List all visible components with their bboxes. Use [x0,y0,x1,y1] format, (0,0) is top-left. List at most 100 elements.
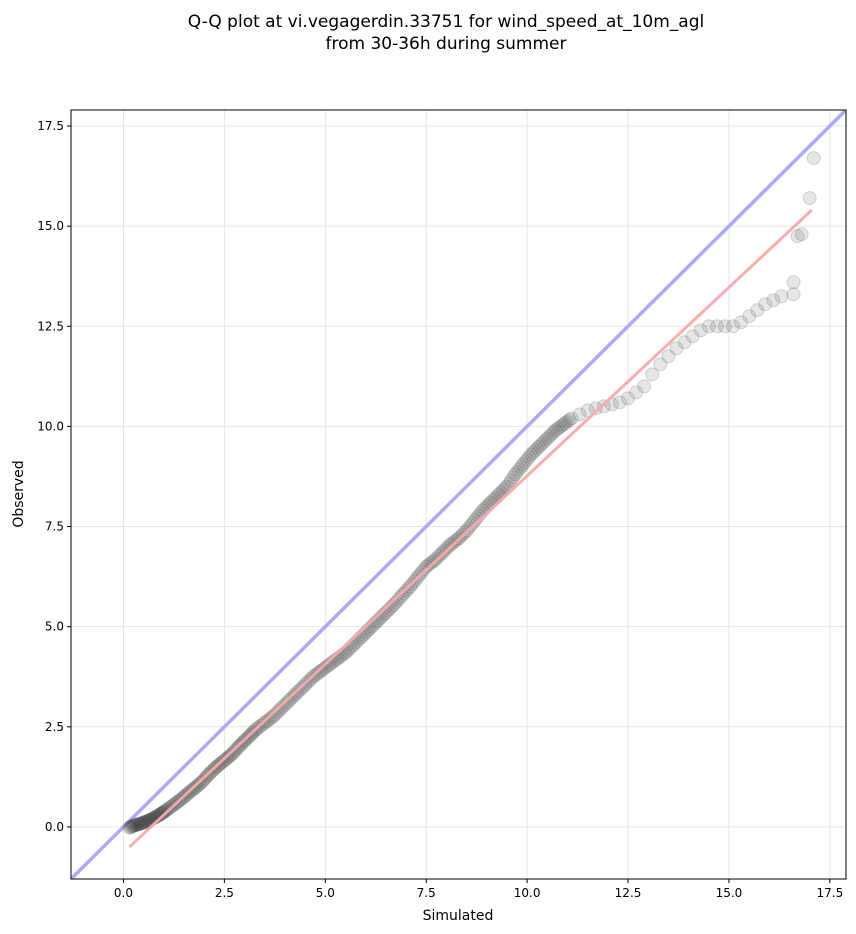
y-tick-label: 0.0 [45,820,64,834]
data-point [461,521,476,536]
x-tick-label: 2.5 [215,886,234,900]
data-point [435,545,450,560]
x-tick-label: 10.0 [514,886,541,900]
x-tick-label: 15.0 [716,886,743,900]
data-point [709,319,724,334]
identity-line [71,110,846,879]
grid [71,110,846,879]
data-point [518,454,533,469]
data-point [742,309,757,324]
data-point [580,403,595,418]
data-point [397,586,412,601]
data-point [806,151,821,166]
data-point [419,559,434,574]
data-point [786,275,801,290]
x-axis-ticks: 0.0 2.5 5.0 7.5 10.0 12.5 15.0 17.5 [114,879,843,900]
data-point [505,470,520,485]
chart-title: Q-Q plot at vi.vegagerdin.33751 for wind… [188,12,704,32]
data-point [465,516,480,531]
data-point [677,335,692,350]
data-point [123,820,138,835]
data-point [421,558,436,573]
data-point [130,817,145,832]
data-point [136,815,151,830]
data-point [552,420,567,435]
data-point [544,427,559,442]
data-point [158,803,173,818]
data-point [318,660,333,675]
data-point [219,751,234,766]
data-point [445,536,460,551]
data-point [129,817,144,832]
data-point [195,774,210,789]
data-point [572,407,587,422]
data-point [786,287,801,302]
y-tick-label: 12.5 [37,319,64,333]
data-point [637,379,652,394]
data-point [653,357,668,372]
data-point [288,687,303,702]
data-point [281,693,296,708]
data-point [758,297,773,312]
plot-frame [70,109,847,880]
data-point [734,315,749,330]
data-point [514,459,529,474]
data-point [156,804,171,819]
x-axis-label: Simulated [423,908,494,924]
data-point [550,421,565,436]
data-point [125,819,140,834]
data-point [560,414,575,429]
data-point [562,412,577,427]
data-point [463,518,478,533]
data-point [548,423,563,438]
data-point [612,395,627,410]
data-point [588,401,603,416]
data-point [508,467,523,482]
x-tick-label: 0.0 [114,886,133,900]
data-point [279,695,294,710]
data-point [277,697,292,712]
data-point [443,537,458,552]
data-point [512,462,527,477]
data-point [225,746,240,761]
data-point [273,701,288,716]
data-point [192,777,207,792]
data-point [220,750,235,765]
data-point [390,593,405,608]
data-point [286,689,301,704]
data-point [621,391,636,406]
data-point [501,476,516,491]
data-point [193,775,208,790]
data-point [766,293,781,308]
data-point [790,229,805,244]
data-point [263,711,278,726]
data-point [275,699,290,714]
data-point [133,816,148,831]
data-point [750,303,765,318]
data-point [441,539,456,554]
data-point [540,431,555,446]
data-point [725,319,740,334]
data-point [802,191,817,206]
data-point [774,289,789,304]
data-point [126,818,141,833]
data-point [134,816,149,831]
data-point [439,541,454,556]
data-point [530,441,545,456]
data-point [157,804,172,819]
data-point [320,659,335,674]
data-point [316,662,331,677]
data-point [128,818,143,833]
data-point [669,341,684,356]
data-point [522,449,537,464]
data-point [558,415,573,430]
data-point [685,329,700,344]
data-point [131,817,146,832]
data-point [538,433,553,448]
y-axis-ticks: 0.0 2.5 5.0 7.5 10.0 12.5 15.0 17.5 [37,119,71,834]
data-point [132,816,147,831]
data-point [392,590,407,605]
y-tick-label: 17.5 [37,119,64,133]
y-axis-label: Observed [11,460,27,527]
